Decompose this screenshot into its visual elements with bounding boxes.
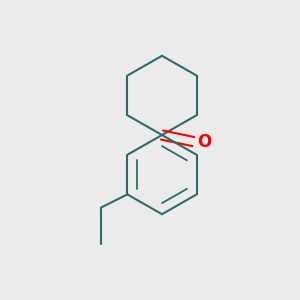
Text: O: O: [197, 133, 212, 151]
